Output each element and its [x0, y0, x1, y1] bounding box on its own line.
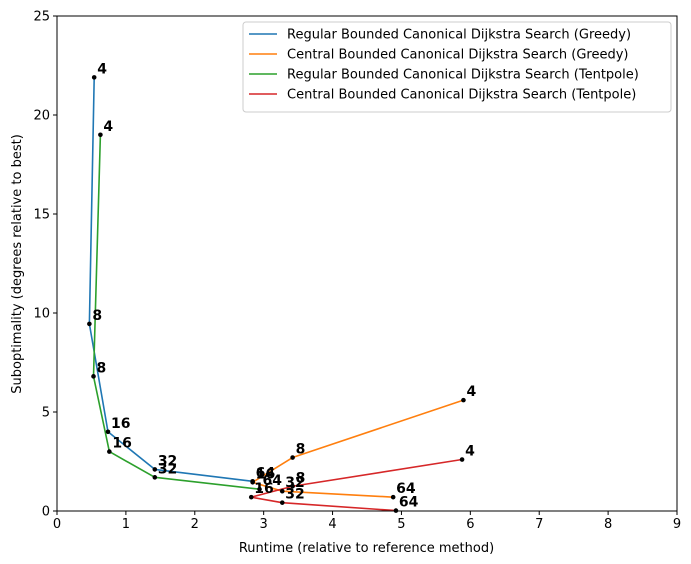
data-label: 16 — [254, 481, 273, 497]
data-label: 4 — [466, 384, 476, 400]
y-tick-label: 0 — [42, 505, 50, 520]
plot-area-frame — [56, 15, 678, 512]
y-tick-label: 10 — [33, 307, 50, 322]
data-point — [279, 488, 285, 494]
legend-entry-label: Regular Bounded Canonical Dijkstra Searc… — [287, 68, 639, 83]
data-label: 32 — [285, 487, 304, 503]
y-tick-label: 25 — [33, 10, 50, 25]
legend-entry-label: Central Bounded Canonical Dijkstra Searc… — [287, 48, 629, 63]
data-label: 8 — [296, 442, 306, 458]
data-label: 8 — [92, 308, 102, 324]
x-tick-label: 9 — [673, 517, 681, 532]
data-point — [152, 467, 158, 472]
data-point — [107, 449, 112, 454]
data-point — [152, 475, 158, 480]
data-label: 64 — [256, 465, 276, 481]
x-tick-label: 3 — [260, 517, 268, 532]
data-label: 4 — [465, 444, 475, 460]
x-axis-title: Runtime (relative to reference method) — [239, 541, 494, 556]
data-label: 16 — [112, 436, 131, 452]
data-label: 8 — [296, 470, 306, 486]
data-point — [257, 486, 262, 492]
data-label: 64 — [399, 495, 419, 511]
y-axis-title: Suboptimality (degrees relative to best) — [10, 134, 25, 394]
y-tick-label: 5 — [42, 406, 50, 421]
x-tick-label: 8 — [604, 517, 612, 532]
data-label: 16 — [111, 416, 130, 432]
legend-box — [242, 21, 672, 113]
x-tick-label: 2 — [191, 517, 199, 532]
data-point — [105, 429, 111, 435]
data-point — [390, 494, 396, 500]
data-point — [459, 457, 465, 462]
legend-entry-label: Central Bounded Canonical Dijkstra Searc… — [287, 88, 636, 103]
data-point — [290, 455, 295, 460]
data-point — [248, 494, 254, 500]
data-point — [98, 132, 103, 138]
x-tick-label: 0 — [53, 517, 61, 532]
x-tick-label: 7 — [535, 517, 543, 532]
data-label: 16 — [256, 466, 275, 482]
data-label: 4 — [103, 119, 113, 135]
data-label: 32 — [158, 461, 177, 477]
data-label: 64 — [263, 473, 283, 489]
data-label: 64 — [396, 481, 416, 497]
data-label: 32 — [158, 453, 177, 469]
legend-entry-label: Regular Bounded Canonical Dijkstra Searc… — [287, 28, 631, 43]
data-label: 32 — [285, 475, 304, 491]
data-label: 4 — [97, 61, 107, 77]
x-tick-label: 6 — [466, 517, 474, 532]
data-point — [279, 500, 285, 505]
data-point — [87, 321, 92, 327]
y-tick-label: 15 — [33, 208, 50, 223]
data-point — [250, 479, 255, 485]
x-tick-label: 1 — [122, 517, 130, 532]
y-tick-label: 20 — [33, 109, 50, 124]
legend: Regular Bounded Canonical Dijkstra Searc… — [242, 21, 672, 113]
x-tick-label: 4 — [328, 517, 336, 532]
data-label: 8 — [97, 360, 107, 376]
data-point — [461, 397, 466, 403]
data-point — [91, 374, 96, 379]
data-point — [290, 483, 295, 489]
x-tick-label: 5 — [397, 517, 405, 532]
data-point — [91, 75, 97, 80]
series-line — [251, 399, 464, 498]
